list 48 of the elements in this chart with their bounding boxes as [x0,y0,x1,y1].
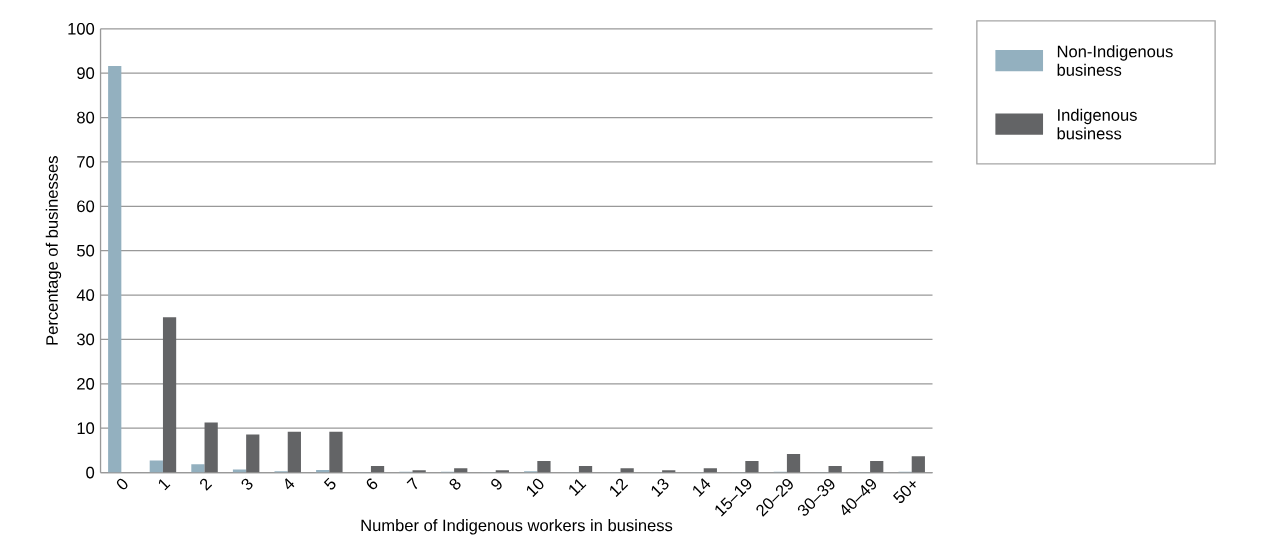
x-tick-label: 4 [285,478,295,490]
bar [246,434,260,473]
y-tick-label: 90 [77,67,95,80]
x-axis-title: Number of Indigenous workers in business [361,519,673,535]
y-axis-title: Percentage of businesses [45,156,62,345]
x-tick-label: 11 [569,479,587,496]
x-tick-label: 0 [116,478,128,490]
bar [204,422,218,473]
x-tick-label: 2 [200,478,213,491]
bar [911,456,925,473]
x-tick-label: 12 [610,478,629,497]
bar [662,470,676,473]
y-tick-label: 0 [86,466,95,479]
x-tick-label: 6 [366,478,378,490]
x-tick-label: 10 [526,478,544,497]
y-tick-label: 10 [77,422,95,435]
y-tick-label: 30 [76,333,95,346]
bar [232,469,247,473]
y-tick-label: 50 [77,244,95,257]
x-tick-label: 5 [323,477,336,490]
bar [287,431,301,473]
y-tick-label: 40 [76,289,95,301]
y-tick-label: 70 [77,156,95,168]
x-tick-label: 8 [449,478,461,490]
legend-label: Indigenous business [1057,108,1137,140]
x-tick-label: 13 [651,478,669,497]
x-tick-label: 1 [158,479,171,491]
bar [786,453,801,473]
legend-label: Non-Indigenous business [1057,45,1173,76]
y-tick-label: 20 [77,377,95,390]
bar [537,461,551,473]
bar [329,431,343,473]
bar [412,470,426,473]
bar [870,461,884,473]
bar [495,470,509,473]
y-tick-label: 100 [68,22,95,35]
bar [162,317,177,473]
bar [108,66,122,473]
x-tick-label: 9 [491,478,502,490]
y-tick-label: 60 [77,200,95,213]
bar [745,461,759,473]
bar [149,460,163,473]
y-tick-label: 80 [77,111,95,124]
x-tick-label: 7 [406,477,418,490]
x-tick-label: 50+ [892,481,916,504]
x-tick-label: 3 [241,478,253,490]
x-tick-label: 14 [693,478,711,497]
bar [191,464,205,473]
